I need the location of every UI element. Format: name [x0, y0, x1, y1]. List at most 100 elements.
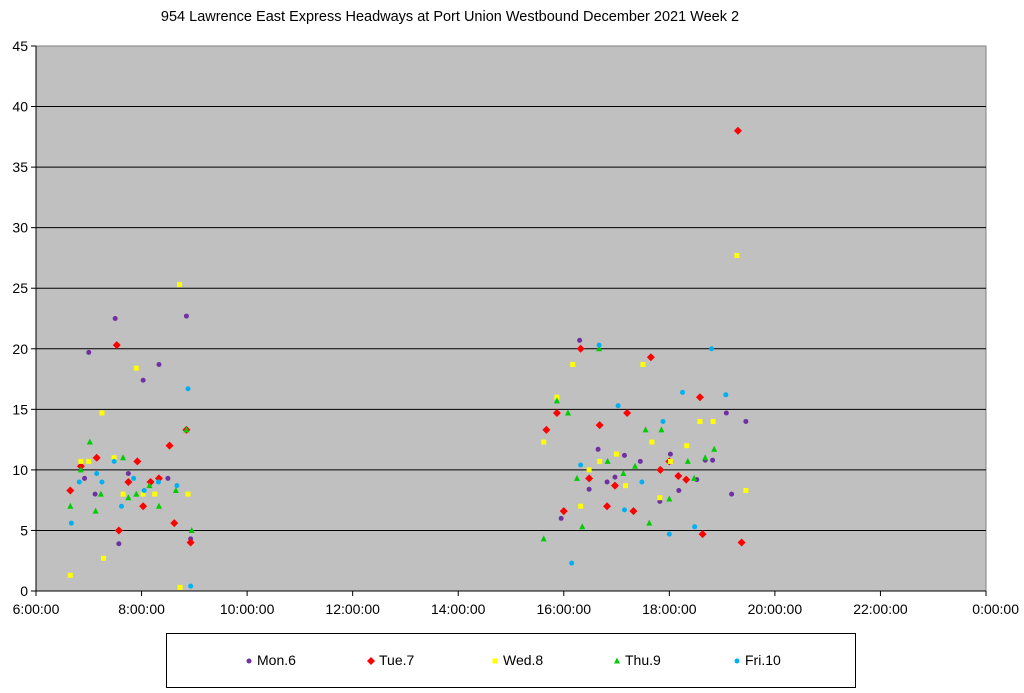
point-tue-7	[603, 502, 612, 511]
point-fri-10	[569, 560, 575, 566]
point-tue-7	[170, 519, 179, 528]
point-wed-8	[120, 491, 126, 497]
point-fri-10	[94, 471, 100, 477]
point-fri-10	[131, 475, 137, 481]
legend-item-thu-9: Thu.9	[613, 652, 661, 668]
point-mon-6	[743, 418, 749, 424]
point-tue-7	[559, 507, 568, 516]
point-wed-8	[640, 362, 646, 368]
x-tick-label: 16:00:00	[537, 601, 592, 617]
point-tue-7	[186, 538, 195, 547]
point-mon-6	[612, 474, 618, 480]
point-tue-7	[76, 462, 85, 471]
point-wed-8	[67, 572, 73, 578]
point-tue-7	[585, 474, 594, 483]
point-thu-9	[172, 486, 179, 493]
point-tue-7	[66, 486, 75, 495]
point-tue-7	[165, 441, 174, 450]
point-mon-6	[595, 446, 601, 452]
point-mon-6	[92, 491, 98, 497]
legend-label: Tue.7	[379, 652, 415, 668]
point-wed-8	[697, 418, 703, 424]
x-tick-label: 10:00:00	[220, 601, 275, 617]
x-tick-label: 6:00:00	[13, 601, 60, 617]
point-tue-7	[576, 344, 585, 353]
point-wed-8	[667, 458, 673, 464]
legend-marker-wed-8	[492, 658, 498, 664]
point-fri-10	[119, 503, 124, 509]
x-tick-label: 22:00:00	[853, 601, 908, 617]
legend-label: Fri.10	[745, 652, 781, 668]
point-fri-10	[666, 531, 672, 537]
legend-label: Wed.8	[503, 652, 544, 668]
point-thu-9	[125, 494, 132, 501]
point-thu-9	[120, 454, 127, 461]
point-thu-9	[67, 502, 74, 509]
point-thu-9	[604, 457, 611, 464]
point-mon-6	[165, 475, 171, 481]
point-thu-9	[632, 462, 639, 469]
x-tick-label: 0:00:00	[972, 601, 1019, 617]
point-fri-10	[692, 524, 698, 530]
point-fri-10	[76, 479, 82, 485]
point-fri-10	[141, 487, 147, 493]
point-thu-9	[666, 495, 673, 502]
legend-item-wed-8: Wed.8	[491, 652, 543, 668]
point-wed-8	[743, 487, 749, 493]
y-tick-label: 45	[12, 38, 28, 54]
x-tick-label: 8:00:00	[118, 601, 165, 617]
legend-item-mon-6: Mon.6	[245, 652, 296, 668]
legend-marker-mon-6	[246, 658, 252, 664]
point-mon-6	[112, 316, 118, 321]
point-fri-10	[155, 479, 161, 485]
point-thu-9	[702, 454, 709, 461]
point-tue-7	[92, 453, 101, 462]
point-mon-6	[604, 479, 610, 485]
point-wed-8	[133, 365, 139, 371]
point-thu-9	[579, 523, 586, 530]
point-thu-9	[691, 474, 698, 481]
point-wed-8	[586, 467, 592, 473]
point-tue-7	[656, 465, 665, 474]
point-tue-7	[629, 507, 638, 516]
point-thu-9	[553, 397, 560, 404]
point-wed-8	[578, 503, 584, 509]
y-tick-label: 25	[12, 280, 28, 296]
point-wed-8	[185, 491, 191, 497]
point-thu-9	[146, 482, 153, 489]
point-mon-6	[82, 475, 88, 481]
point-mon-6	[558, 515, 564, 521]
point-wed-8	[710, 418, 716, 424]
point-fri-10	[680, 389, 686, 395]
point-tue-7	[646, 353, 655, 362]
point-mon-6	[577, 337, 583, 343]
point-wed-8	[177, 584, 183, 590]
y-tick-label: 20	[12, 341, 28, 357]
point-thu-9	[596, 345, 603, 352]
point-tue-7	[146, 478, 155, 486]
y-tick-label: 40	[12, 99, 28, 115]
point-thu-9	[133, 490, 140, 497]
point-thu-9	[658, 426, 665, 433]
point-wed-8	[570, 362, 576, 368]
point-thu-9	[97, 490, 104, 497]
point-mon-6	[621, 452, 627, 458]
point-wed-8	[101, 555, 107, 561]
legend-item-tue-7: Tue.7	[367, 652, 414, 668]
point-tue-7	[124, 478, 133, 486]
point-fri-10	[578, 462, 584, 468]
point-mon-6	[140, 377, 146, 383]
point-tue-7	[114, 526, 123, 535]
point-wed-8	[649, 439, 655, 445]
point-fri-10	[709, 346, 715, 352]
point-fri-10	[68, 520, 74, 526]
point-tue-7	[737, 538, 746, 547]
point-fri-10	[185, 386, 191, 392]
point-wed-8	[78, 458, 84, 464]
point-wed-8	[614, 451, 620, 457]
legend: Mon.6 Tue.7 Wed.8 Thu.9 Fri.10	[166, 633, 856, 688]
point-fri-10	[111, 458, 117, 464]
point-mon-6	[116, 541, 122, 547]
point-mon-6	[667, 451, 673, 457]
